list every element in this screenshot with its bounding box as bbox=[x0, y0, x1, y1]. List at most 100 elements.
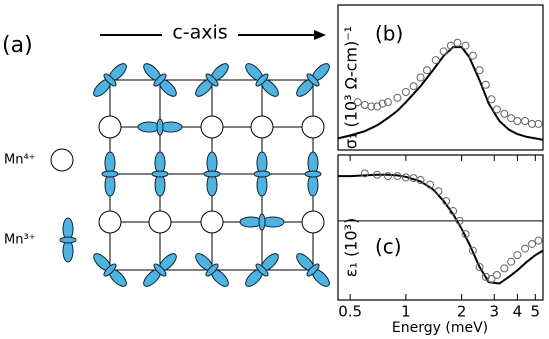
data-point bbox=[401, 88, 410, 96]
mn3-orbital bbox=[296, 63, 330, 97]
orbital-ring bbox=[101, 170, 119, 178]
data-point bbox=[468, 246, 477, 255]
mn3-orbital bbox=[143, 63, 177, 97]
mn3-orbital bbox=[101, 151, 119, 197]
data-point bbox=[492, 270, 501, 279]
x-tick-label: 1 bbox=[401, 303, 411, 321]
orbital-ring bbox=[203, 170, 221, 178]
mn3-orbital bbox=[304, 151, 322, 197]
orbital-ring bbox=[151, 170, 169, 178]
data-point bbox=[507, 114, 516, 123]
data-point bbox=[487, 95, 496, 104]
data-point bbox=[481, 272, 490, 281]
mn3-orbital bbox=[93, 63, 127, 97]
data-point bbox=[521, 117, 530, 125]
data-point bbox=[461, 230, 470, 239]
mn4-site bbox=[98, 210, 122, 234]
data-point bbox=[431, 56, 440, 65]
label-bg bbox=[162, 22, 238, 46]
legend-label: Mn³⁺ bbox=[4, 233, 36, 248]
data-point bbox=[500, 264, 509, 273]
lattice-panel: (a) c-axis Mn⁴⁺ Mn³⁺ bbox=[2, 22, 326, 248]
mn3-orbital bbox=[195, 253, 229, 287]
data-point bbox=[422, 66, 431, 75]
x-tick-label: 2 bbox=[457, 303, 467, 321]
data-point bbox=[487, 274, 496, 283]
orbital-ring bbox=[59, 236, 77, 244]
mn3-orbital bbox=[151, 151, 169, 197]
data-point bbox=[534, 236, 543, 245]
data-point bbox=[513, 117, 522, 125]
data-point bbox=[360, 169, 369, 178]
plot-frame bbox=[337, 4, 544, 151]
data-point bbox=[513, 251, 522, 260]
mn3-orbital bbox=[195, 63, 229, 97]
legend-mn4-icon bbox=[50, 148, 74, 172]
data-point bbox=[353, 98, 362, 107]
mn4-site bbox=[148, 210, 172, 234]
x-axis-label: Energy (meV) bbox=[392, 320, 488, 336]
orbital-ring bbox=[253, 170, 271, 178]
plot-frame bbox=[337, 154, 544, 301]
x-tick-label: 3 bbox=[489, 303, 499, 321]
data-point bbox=[393, 172, 402, 181]
data-point bbox=[383, 172, 392, 181]
panel-label: (c) bbox=[375, 235, 402, 259]
mn4-site bbox=[200, 115, 224, 139]
data-point bbox=[534, 119, 543, 128]
data-point bbox=[475, 66, 484, 75]
data-point bbox=[409, 174, 418, 183]
mn4-site bbox=[98, 115, 122, 139]
x-tick-label: 0.5 bbox=[338, 303, 362, 321]
mn3-orbital bbox=[296, 253, 330, 287]
data-point bbox=[409, 82, 418, 91]
mn3-orbital bbox=[245, 253, 279, 287]
curve bbox=[337, 46, 544, 141]
orbital-ring bbox=[103, 73, 117, 87]
x-tick-label: 5 bbox=[531, 303, 541, 321]
data-point bbox=[416, 176, 425, 185]
data-point bbox=[468, 51, 477, 60]
data-point bbox=[507, 257, 516, 266]
data-point bbox=[461, 41, 470, 50]
data-point bbox=[492, 105, 501, 114]
orbital-ring bbox=[258, 213, 266, 231]
data-point bbox=[360, 101, 369, 110]
data-point bbox=[449, 207, 458, 216]
data-point bbox=[367, 102, 376, 111]
orbital-ring bbox=[156, 118, 164, 136]
orbital-ring bbox=[103, 263, 117, 277]
mn3-orbital bbox=[143, 253, 177, 287]
curve bbox=[338, 173, 544, 285]
orbital-ring bbox=[304, 170, 322, 178]
orbital-ring bbox=[205, 73, 219, 87]
x-tick-label: 4 bbox=[513, 303, 523, 321]
orbital-ring bbox=[255, 73, 269, 87]
data-point bbox=[453, 38, 462, 47]
mn3-orbital bbox=[239, 213, 285, 231]
mn3-orbital bbox=[253, 151, 271, 197]
data-point bbox=[439, 47, 448, 56]
mn3-orbital bbox=[93, 253, 127, 287]
data-point bbox=[378, 99, 387, 108]
mn3-orbital bbox=[203, 151, 221, 197]
data-point bbox=[401, 173, 410, 182]
orbital-ring bbox=[153, 263, 167, 277]
data-point bbox=[475, 263, 484, 272]
orbital-ring bbox=[306, 73, 320, 87]
data-point bbox=[528, 239, 537, 248]
data-point bbox=[481, 80, 490, 89]
data-point bbox=[416, 73, 425, 82]
mn3-orbital bbox=[59, 217, 77, 263]
mn4-site bbox=[200, 210, 224, 234]
mn4-site bbox=[250, 115, 274, 139]
data-point bbox=[500, 109, 509, 118]
data-point bbox=[442, 197, 451, 206]
mn3-orbital bbox=[137, 118, 183, 136]
data-point bbox=[446, 41, 455, 50]
orbital-ring bbox=[153, 73, 167, 87]
orbital-ring bbox=[306, 263, 320, 277]
data-point bbox=[455, 216, 464, 225]
panel-label: (b) bbox=[375, 22, 403, 46]
